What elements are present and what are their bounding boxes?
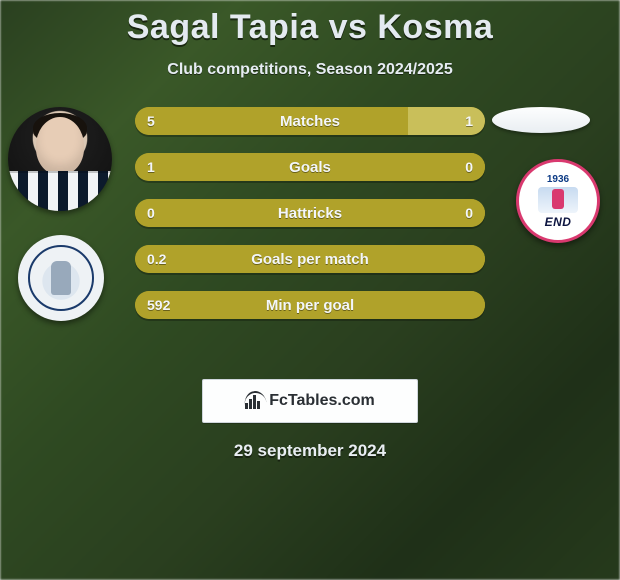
watermark-text: FcTables.com [269, 392, 375, 410]
avatar-jersey [8, 171, 112, 211]
stat-bar-right-fill [408, 107, 485, 135]
player1-club-badge [18, 235, 104, 321]
stat-bar-row: Min per goal592 [135, 291, 485, 319]
comparison-card: Sagal Tapia vs Kosma Club competitions, … [0, 0, 620, 580]
club-badge-figure [51, 261, 71, 295]
bar-chart-icon [245, 393, 263, 409]
stat-bar-row: Goals10 [135, 153, 485, 181]
stat-bar-row: Hattricks00 [135, 199, 485, 227]
page-title: Sagal Tapia vs Kosma [0, 8, 620, 47]
stat-bar-left-fill [135, 245, 485, 273]
club-badge-ring [28, 245, 94, 311]
player1-avatar [8, 107, 112, 211]
stat-bar-row: Goals per match0.2 [135, 245, 485, 273]
stats-stage: 1936 END Matches51 Goals10 Hattricks00 Goal… [0, 107, 620, 367]
stat-bar-left-fill [135, 153, 485, 181]
subtitle: Club competitions, Season 2024/2025 [0, 61, 620, 79]
stat-bar-row: Matches51 [135, 107, 485, 135]
club-badge-graphic [538, 187, 578, 213]
avatar-head [36, 117, 84, 175]
stat-bar-left-fill [135, 291, 485, 319]
player2-avatar-placeholder [492, 107, 590, 133]
stat-bar-left-fill [135, 199, 485, 227]
date-label: 29 september 2024 [0, 441, 620, 461]
club-badge-text: END [545, 215, 572, 229]
player2-club-badge: 1936 END [516, 159, 600, 243]
stat-bars: Matches51 Goals10 Hattricks00 Goals per mat… [135, 107, 485, 337]
stat-bar-left-fill [135, 107, 408, 135]
club-badge-year: 1936 [547, 174, 569, 185]
watermark-box: FcTables.com [202, 379, 418, 423]
